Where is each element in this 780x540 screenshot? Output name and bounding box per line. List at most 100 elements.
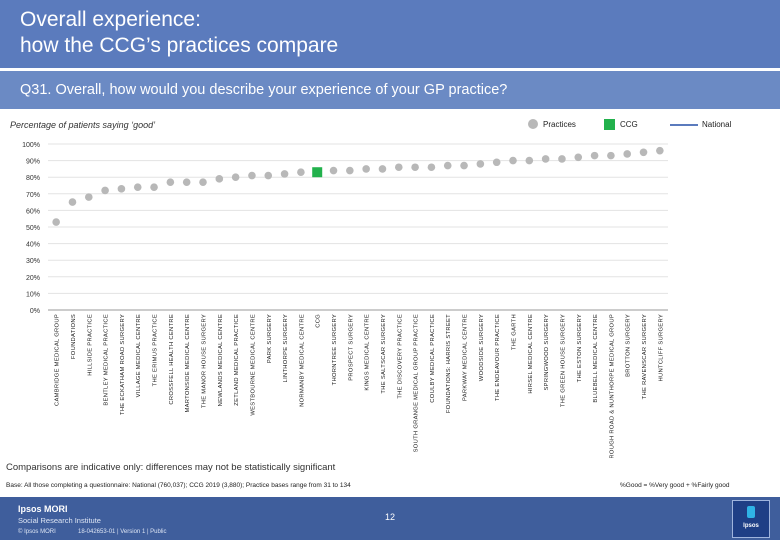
y-tick-label: 60%	[26, 208, 40, 215]
x-category-label: THE RAVENSCAR SURGERY	[642, 314, 648, 399]
footer-band	[0, 497, 780, 540]
x-category-label: THE GREEN HOUSE SURGERY	[560, 314, 566, 407]
practice-marker	[346, 166, 354, 175]
question-band	[0, 71, 780, 109]
practice-marker	[231, 173, 240, 181]
x-category-label: WOODSIDE SURGERY	[479, 314, 485, 381]
x-category-label: BOROUGH ROAD & NUNTHORPE MEDICAL GROUP	[609, 314, 615, 458]
practice-marker	[150, 183, 158, 191]
practice-marker	[476, 160, 485, 168]
x-category-label: FOUNDATIONS: HARRIS STREET	[446, 314, 452, 413]
legend-ccg-square	[604, 119, 615, 130]
x-category-label: BENTLEY MEDICAL PRACTICE	[104, 314, 110, 406]
practice-marker	[84, 193, 93, 201]
practice-marker	[411, 163, 419, 172]
x-category-label: HIRSEL MEDICAL CENTRE	[528, 314, 534, 394]
x-category-label: BLUEBELL MEDICAL CENTRE	[593, 314, 599, 403]
x-category-label: FOUNDATIONS	[71, 314, 77, 359]
practice-marker	[492, 158, 501, 167]
brand-name: Ipsos MORI	[18, 504, 68, 514]
x-category-label: HILLSIDE PRACTICE	[87, 314, 93, 376]
y-tick-label: 70%	[26, 192, 40, 199]
practice-marker	[362, 165, 370, 173]
legend-national-line	[670, 124, 698, 126]
y-tick-label: 20%	[26, 275, 40, 282]
practice-marker	[297, 168, 305, 177]
x-category-label: COULBY MEDICAL PRACTICE	[430, 314, 436, 403]
x-category-label: THE MANOR HOUSE SURGERY	[202, 314, 208, 408]
brand-subtitle: Social Research Institute	[18, 516, 101, 525]
practice-marker	[541, 155, 550, 163]
comparison-note: Comparisons are indicative only: differe…	[6, 462, 336, 473]
page-title-line2: how the CCG’s practices compare	[20, 34, 339, 57]
chart-area: 0% 10% 20% 30% 40% 50% 60% 70% 80% 90% 100% CAMBRID…	[22, 142, 668, 458]
x-category-label: THORNTREE SURGERY	[332, 314, 338, 385]
page-number: 12	[384, 512, 395, 522]
x-category-label: SPRINGWOOD SURGERY	[544, 314, 550, 390]
x-category-label: KINGS MEDICAL CENTRE	[365, 314, 371, 391]
x-category-label: CAMBRIDGE MEDICAL GROUP	[55, 314, 61, 406]
header-band	[0, 0, 780, 68]
practice-marker	[182, 178, 191, 186]
x-category-label: THE ENDEAVOUR PRACTICE	[495, 314, 501, 401]
practice-marker	[509, 156, 517, 165]
x-category-label: NEWLANDS MEDICAL CENTRE	[218, 314, 224, 406]
practice-marker	[378, 165, 387, 173]
x-category-label: PROSPECT SURGERY	[348, 314, 354, 381]
y-tick-label: 50%	[26, 225, 40, 232]
practice-marker	[264, 171, 273, 180]
x-category-label: THE ESTON SURGERY	[577, 314, 583, 382]
x-category-label: PARK SURGERY	[267, 314, 273, 363]
good-definition: %Good = %Very good + %Fairly good	[620, 482, 730, 489]
question-text: Q31. Overall, how would you describe you…	[20, 82, 508, 98]
y-tick-label: 40%	[26, 242, 40, 249]
practice-marker	[525, 156, 534, 165]
x-category-label: THE SALTSCAR SURGERY	[381, 314, 387, 394]
practice-marker	[117, 185, 126, 193]
x-category-label: THE DISCOVERY PRACTICE	[397, 314, 403, 399]
logo-mark-icon	[747, 506, 755, 518]
base-note: Base: All those completing a questionnai…	[6, 482, 351, 489]
logo-text: Ipsos	[743, 523, 759, 529]
practice-marker	[558, 155, 566, 163]
x-category-label: VILLAGE MEDICAL CENTRE	[136, 314, 142, 397]
x-category-label: ZETLAND MEDICAL PRACTICE	[234, 314, 240, 406]
page-title-line1: Overall experience:	[20, 8, 201, 31]
ipsos-logo: Ipsos	[732, 500, 770, 538]
practice-marker	[443, 161, 452, 170]
practice-marker	[329, 166, 338, 175]
x-category-label: HUNTCLIFF SURGERY	[658, 314, 664, 381]
legend-practices-label: Practices	[543, 120, 576, 129]
y-tick-label: 10%	[26, 291, 40, 298]
practice-marker	[656, 146, 664, 155]
practice-marker	[394, 163, 403, 172]
practice-marker	[460, 161, 468, 170]
practice-marker	[639, 148, 648, 157]
practice-marker	[427, 163, 436, 172]
y-tick-label: 100%	[22, 142, 40, 149]
x-category-label: SOUTH GRANGE MEDICAL GROUP PRACTICE	[414, 314, 420, 452]
practice-marker	[623, 150, 632, 158]
practice-marker	[574, 153, 583, 162]
x-category-label: LINTHORPE SURGERY	[283, 314, 289, 382]
x-category-label: THE ERIMUS PRACTICE	[153, 314, 159, 386]
legend-practices-dot	[528, 119, 538, 129]
practice-marker	[199, 178, 207, 186]
chart-subtitle: Percentage of patients saying ‘good’	[10, 120, 156, 130]
practice-marker	[52, 218, 60, 226]
practice-marker	[68, 198, 77, 206]
legend-national-label: National	[702, 120, 732, 129]
x-category-label: PARKWAY MEDICAL CENTRE	[463, 314, 469, 401]
ccg-marker	[312, 167, 323, 178]
practice-marker	[215, 175, 224, 183]
x-category-label: CCG	[316, 314, 322, 328]
practice-marker	[101, 186, 109, 195]
job-reference: 18-042653-01 | Version 1 | Public	[78, 529, 167, 535]
x-category-label: MARTONSIDE MEDICAL CENTRE	[185, 314, 191, 413]
practice-marker	[248, 171, 256, 180]
x-category-label: THE ECKATHAM ROAD SURGERY	[120, 314, 126, 415]
y-tick-label: 80%	[26, 175, 40, 182]
practice-marker	[166, 178, 175, 186]
x-category-label: BROTTON SURGERY	[626, 314, 632, 377]
y-tick-label: 30%	[26, 258, 40, 265]
